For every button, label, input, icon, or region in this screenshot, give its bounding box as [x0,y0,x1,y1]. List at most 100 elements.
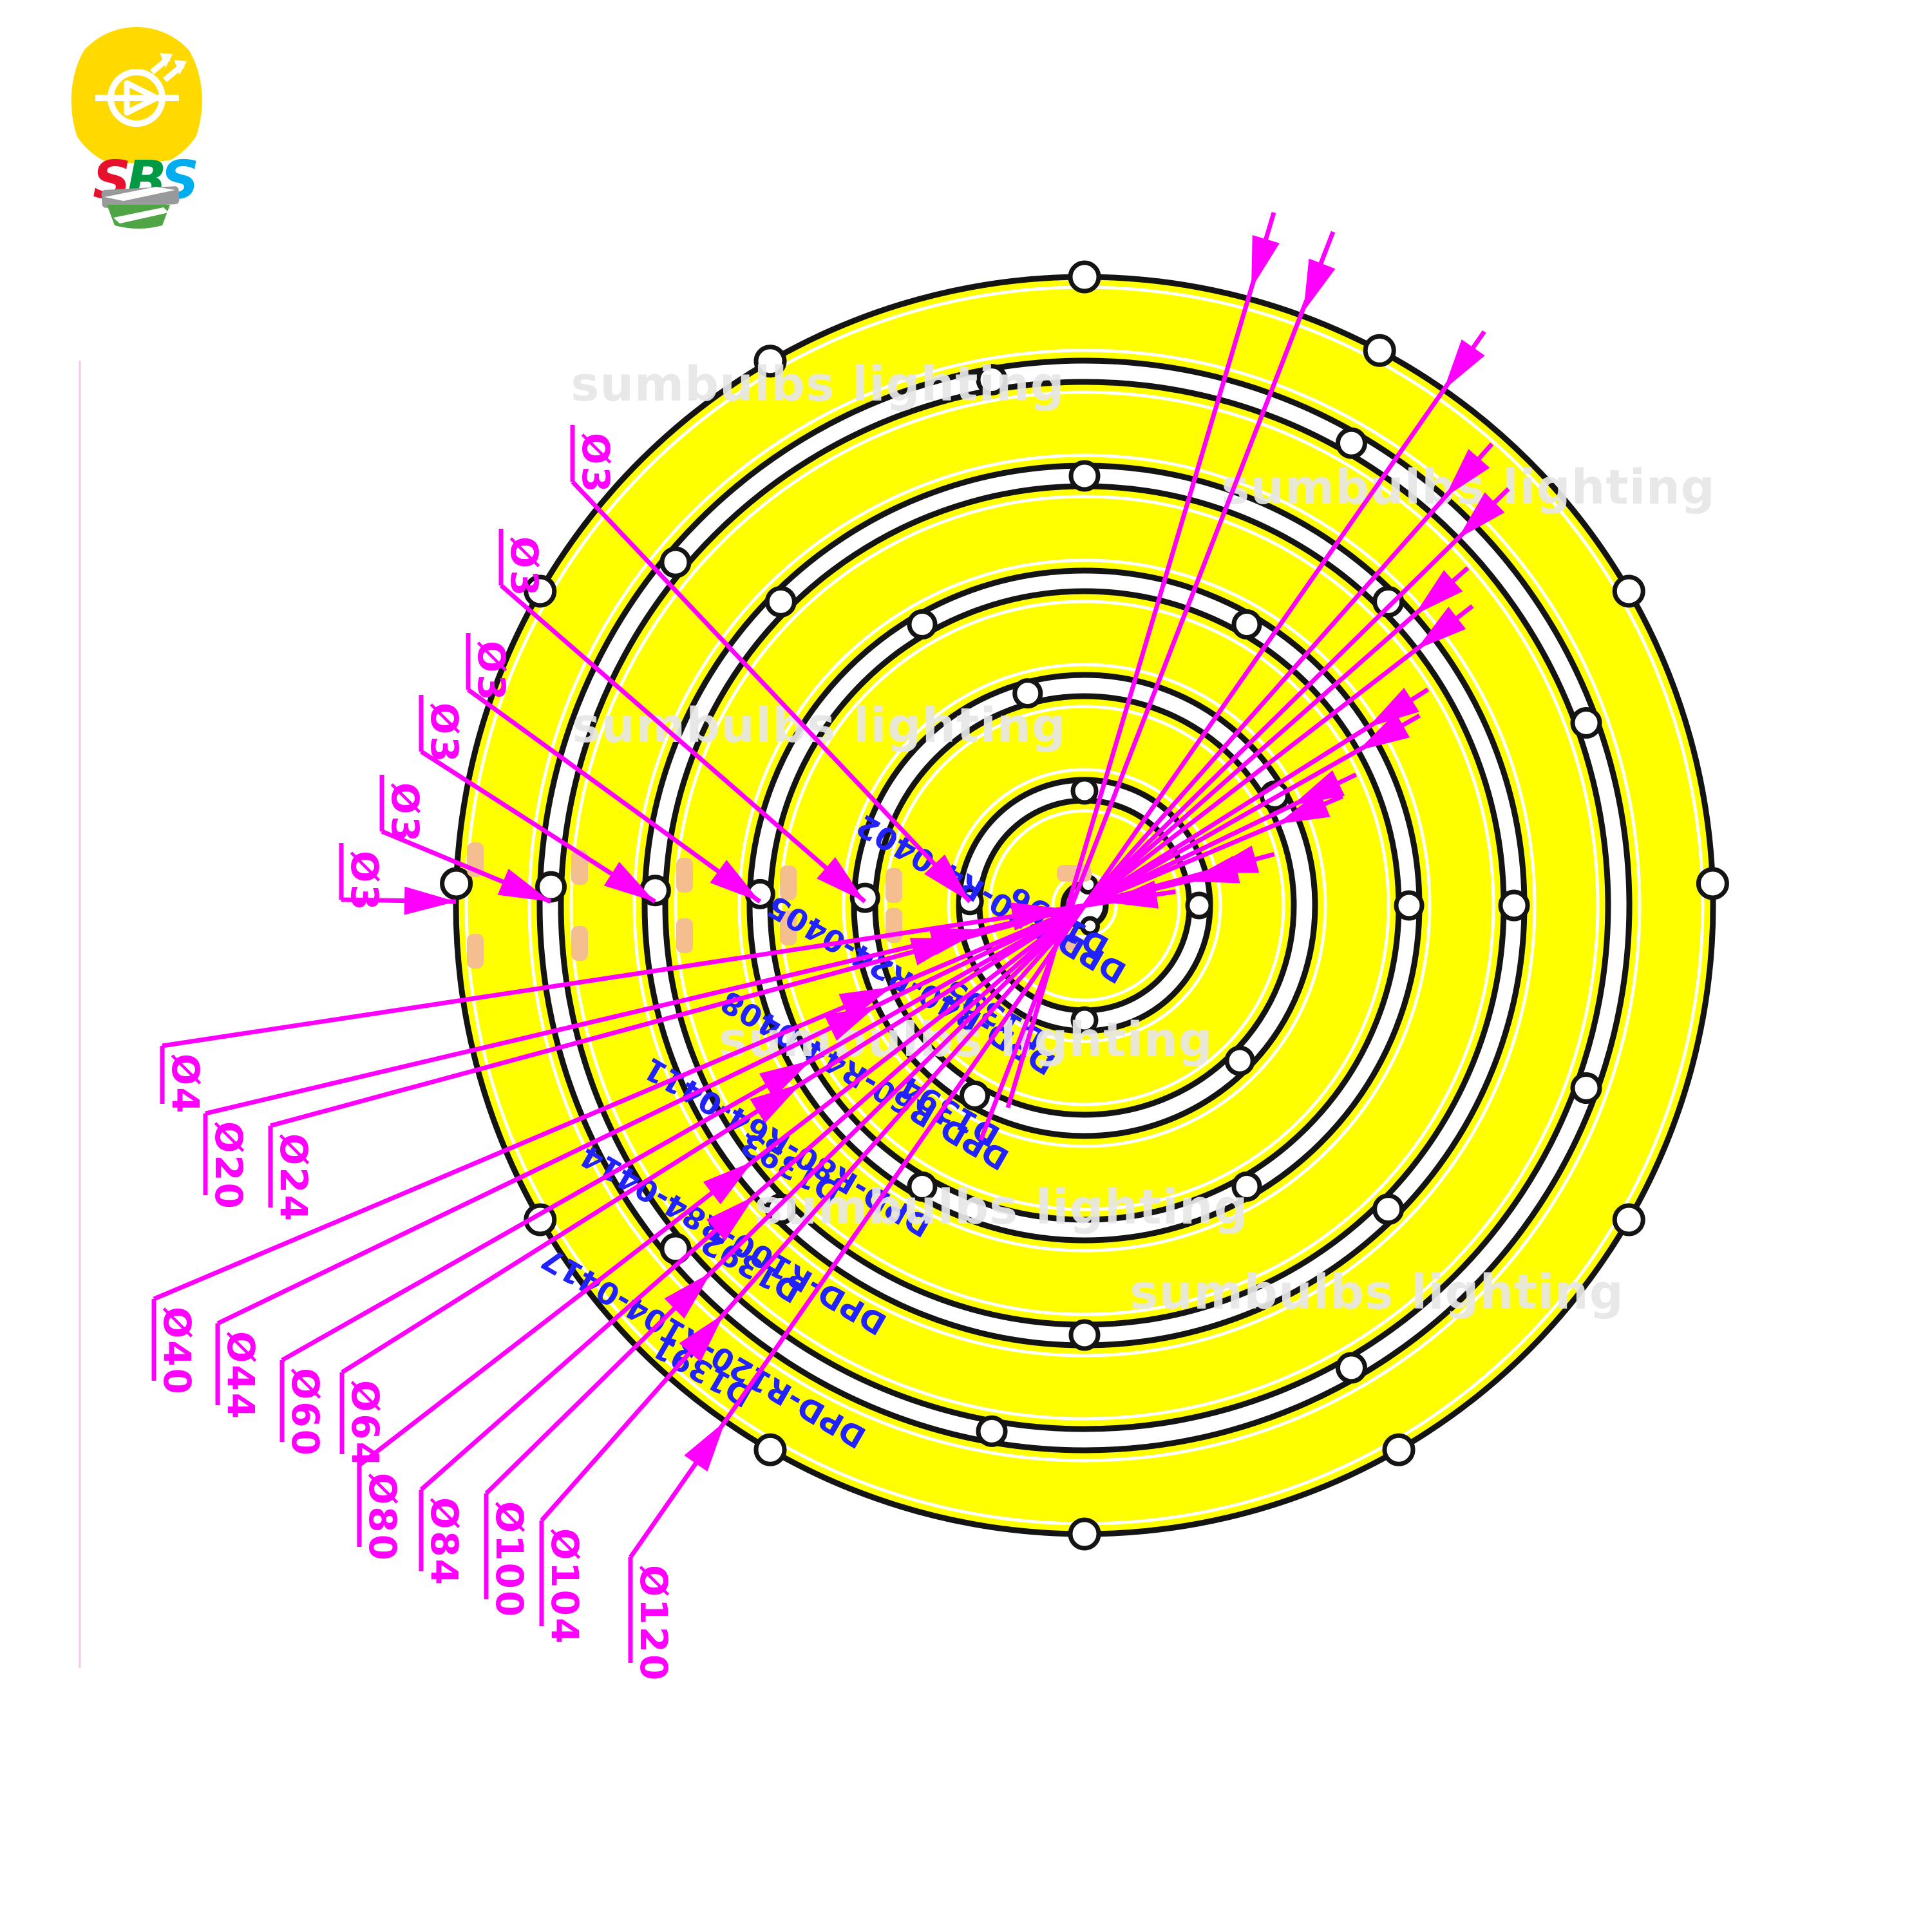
dim-leader-line [153,794,1344,1302]
dim-label: Ø3 [343,851,386,913]
dim-arrowhead [710,860,760,902]
dim-arrowhead [924,854,970,902]
solder-pad [571,850,588,885]
dim-arrowhead [824,1005,877,1041]
gap-notch [1185,891,1213,920]
gap-notch [1498,889,1530,922]
gap-notch [1070,777,1099,805]
dim-arrowhead [817,857,865,902]
dim-leader-line [270,851,1275,1128]
dim-arrowhead [703,1161,753,1205]
gap-notch [960,1080,990,1111]
dim-arrowhead [1416,606,1466,650]
gap-notch [976,1415,1008,1447]
led-stripe-inner [737,558,1432,1253]
hole-dimension-Ø3: Ø3 [379,775,552,904]
gap-notch [1570,706,1602,739]
gap-notch [976,364,1008,396]
gap-notch [1363,334,1396,367]
hole-dimension-Ø3: Ø3 [466,633,762,904]
dim-label: Ø3 [469,641,513,703]
gap-notch [907,1171,938,1202]
dim-label: Ø3 [574,433,618,495]
dim-arrowhead [404,886,456,915]
hole-dimension-Ø3: Ø3 [570,425,972,904]
gap-notch [1068,1319,1101,1351]
dim-arrowhead [679,1314,724,1362]
gap-notch [1382,1433,1416,1466]
gap-notch [1224,1045,1255,1076]
dim-label: Ø3 [502,536,546,598]
led-stripe-outer [779,600,1390,1211]
led-diode-triangle [124,80,160,116]
dim-leader-line [466,688,762,904]
dim-label: Ø104 [543,1528,587,1645]
gap-notch [1068,1517,1101,1551]
dim-arrowhead [1292,770,1345,806]
bulb-bottom-gap [75,152,200,175]
gap-notch [753,1433,787,1466]
dim-label: Ø120 [632,1565,676,1682]
gap-notch [1231,609,1262,640]
dim-label: Ø40 [155,1307,199,1396]
gap-notch [1612,574,1645,608]
dim-arrowhead [750,1083,801,1124]
led-stripe-inner [947,768,1222,1043]
dim-arrowhead [1457,492,1505,539]
watermark-text: sumbulbs lighting [754,1180,1248,1235]
led-stripe-outer [569,390,1600,1421]
gap-notch [1696,867,1729,900]
dim-arrowhead [603,862,655,902]
solder-pad [676,858,693,893]
dim-label: Ø44 [219,1331,263,1421]
diameter-dimension-Ø44: Ø44 [215,770,1358,1421]
dim-arrowhead [664,1272,712,1319]
dim-label: Ø60 [283,1368,327,1457]
solder-pad [780,911,797,945]
dim-leader-line [419,566,1470,1492]
solder-pad [571,926,588,961]
gap-notch [849,882,880,913]
dim-label: Ø100 [488,1501,531,1618]
dim-label: Ø80 [361,1473,404,1562]
diameter-dimension-Ø60: Ø60 [279,712,1421,1457]
dim-arrowhead [1368,687,1419,728]
gap-notch [659,546,692,578]
dim-arrowhead [1251,235,1280,289]
hole-dimension-Ø3: Ø3 [498,529,867,904]
dim-arrowhead [759,1060,811,1099]
brand-logo: S B S [64,27,208,229]
dim-arrowhead [1358,712,1410,751]
dim-leader-line [484,487,1510,1495]
dim-label: Ø3 [383,782,427,844]
led-stripe-outer [988,809,1181,1002]
dim-arrowhead [1444,449,1490,497]
dim-label: Ø3 [422,703,466,764]
gap-notch [1012,678,1043,709]
dim-arrowhead [497,868,551,902]
gap-notch [1068,460,1101,492]
extra-dim-line [978,231,1336,1141]
diameter-dimension-Ø80: Ø80 [357,604,1474,1562]
dim-arrowhead [1303,258,1336,312]
hole-dimension-Ø3: Ø3 [419,695,656,904]
dim-arrowhead [1414,570,1463,615]
gap-notch [1612,1203,1645,1236]
solder-pad [467,934,484,969]
dim-arrowhead [1443,339,1485,390]
gap-notch [764,1193,797,1226]
ring-outer-outline [558,379,1611,1432]
diameter-dimension-Ø84: Ø84 [419,566,1470,1587]
dim-leader-line [357,604,1474,1467]
diameter-dimension-Ø40: Ø40 [151,791,1344,1396]
dim-label: Ø64 [343,1380,387,1470]
diameter-dimension-Ø24: Ø24 [268,845,1275,1223]
gap-notch [907,609,938,640]
watermark-text: sumbulbs lighting [571,357,1065,412]
dim-leader-line [571,480,972,904]
gap-notch [440,867,473,900]
diameter-dimension-Ø100: Ø100 [484,487,1510,1618]
diameter-dimension-Ø64: Ø64 [339,687,1430,1470]
dim-leader-line [162,889,1176,1048]
